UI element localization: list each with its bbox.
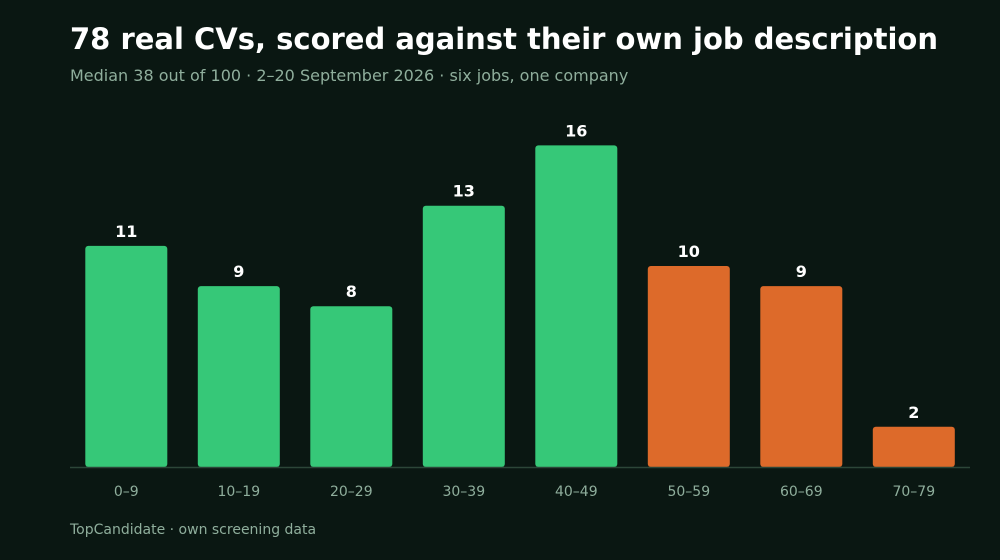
x-tick-label: 0–9 [114, 484, 139, 500]
bar-2 [197, 286, 280, 467]
bar-value-label: 11 [115, 222, 137, 241]
chart-subtitle: Median 38 out of 100 · 2–20 September 20… [70, 66, 629, 85]
bar-value-label: 2 [908, 403, 919, 422]
bar-3 [310, 306, 393, 467]
bar-1 [85, 245, 168, 467]
bar-4 [422, 205, 505, 467]
x-tick-label: 50–59 [667, 484, 710, 500]
labels-layer: 11 0–9 9 10–19 8 20–29 13 30–39 16 40–49 10 50–59 9 6… [114, 121, 935, 500]
x-tick-label: 30–39 [442, 484, 485, 500]
x-tick-label: 70–79 [892, 484, 935, 500]
bar-value-label: 16 [565, 121, 587, 140]
chart-title: 78 real CVs, scored against their own jo… [70, 22, 938, 56]
x-tick-label: 60–69 [780, 484, 823, 500]
bar-5 [535, 145, 618, 467]
source-note: TopCandidate · own screening data [70, 522, 317, 538]
bar-value-label: 9 [233, 262, 244, 281]
x-tick-label: 10–19 [217, 484, 260, 500]
x-tick-label: 40–49 [555, 484, 598, 500]
bar-value-label: 8 [346, 282, 357, 301]
bar-value-label: 9 [796, 262, 807, 281]
bar-8 [872, 426, 955, 467]
bar-6 [647, 266, 730, 467]
bars-layer [85, 145, 955, 467]
bar-value-label: 10 [678, 242, 700, 261]
bar-value-label: 13 [453, 182, 475, 201]
x-tick-label: 20–29 [330, 484, 373, 500]
bar-7 [760, 286, 843, 467]
